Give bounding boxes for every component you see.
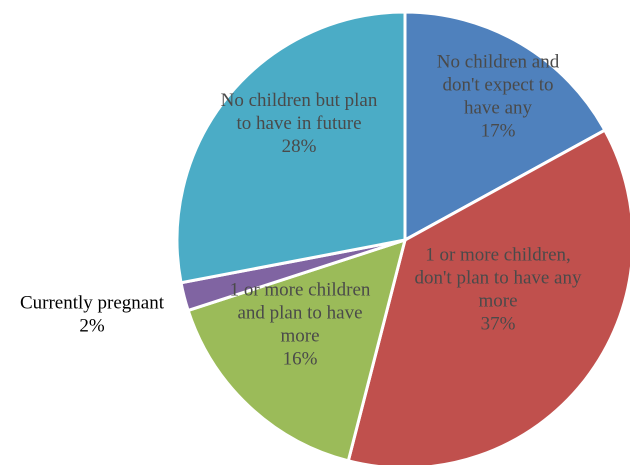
slice-category-label: don't plan to have any	[415, 268, 582, 289]
slice-category-label: No children but plan	[221, 90, 378, 111]
slice-label-5: No children but plan to have in future 28%	[221, 90, 378, 157]
slice-value-label: 2%	[79, 316, 105, 337]
slice-category-label: and plan to have	[237, 303, 362, 324]
slice-category-label: have any	[464, 98, 533, 119]
slice-value-label: 37%	[481, 314, 516, 335]
slice-category-label: to have in future	[236, 113, 361, 134]
pie-slice-2	[346, 128, 630, 465]
pie-slice-5	[175, 10, 407, 285]
pie-slices	[175, 10, 630, 465]
slice-value-label: 28%	[282, 136, 317, 157]
slice-category-label: more	[280, 326, 319, 347]
pie-slice-1	[403, 10, 607, 243]
slice-label-1: No children and don't expect to have any 17…	[437, 52, 560, 142]
slice-category-label: don't expect to	[442, 75, 553, 96]
slice-label-2: 1 or more children, don't plan to have an…	[415, 245, 582, 335]
slice-label-4: Currently pregnant 2%	[20, 293, 165, 337]
slice-category-label: Currently pregnant	[20, 293, 165, 314]
pie-labels: No children and don't expect to have any 17…	[20, 52, 582, 370]
slice-category-label: 1 or more children,	[425, 245, 571, 266]
slice-label-3: 1 or more children and plan to have more 16…	[230, 280, 371, 370]
slice-category-label: No children and	[437, 52, 560, 73]
pie-slice-3	[186, 237, 408, 463]
slice-category-label: more	[478, 291, 517, 312]
slice-value-label: 17%	[481, 121, 516, 142]
slice-value-label: 16%	[283, 349, 318, 370]
slice-category-label: 1 or more children	[230, 280, 371, 301]
